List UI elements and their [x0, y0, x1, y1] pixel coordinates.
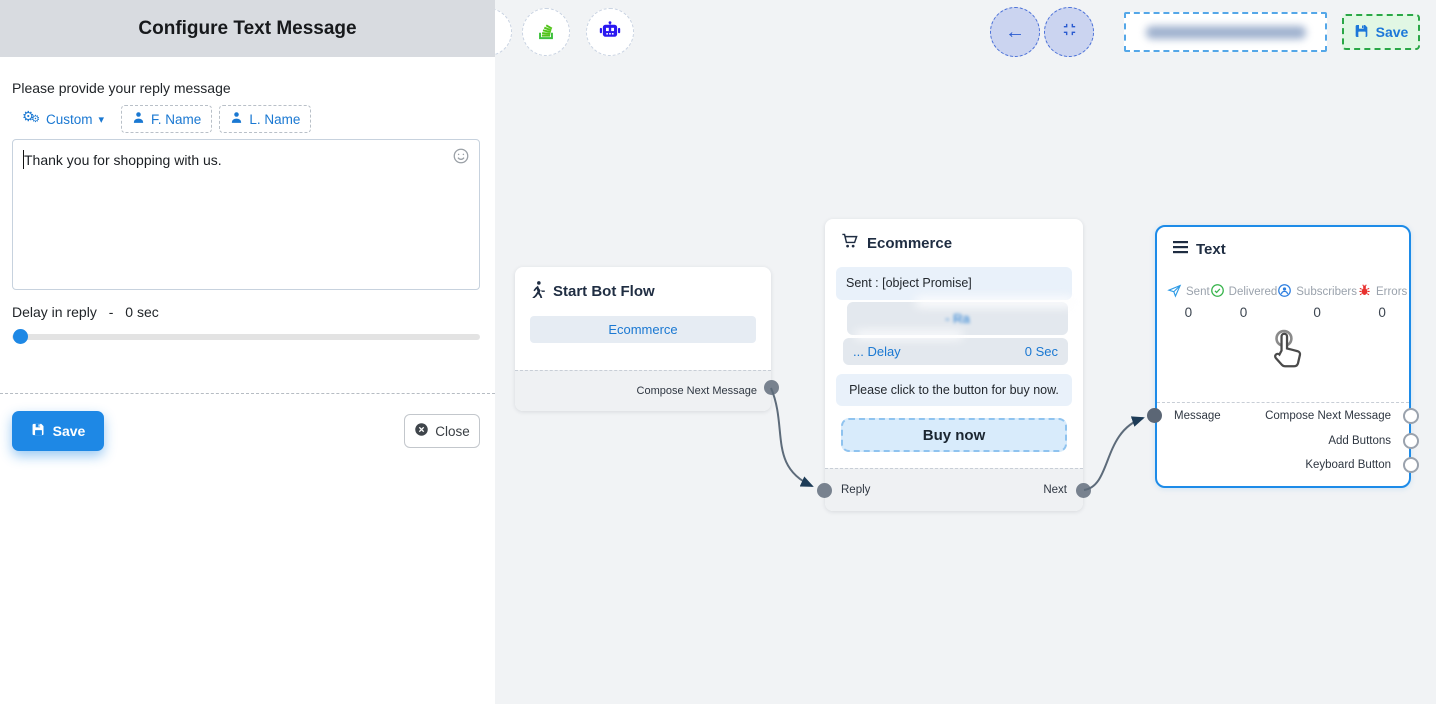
pointer-cursor-icon [1267, 327, 1309, 379]
emoji-icon[interactable] [452, 147, 470, 165]
stat-delivered: Delivered 0 [1210, 283, 1277, 320]
fit-view-button[interactable] [1044, 7, 1094, 57]
stack-tool-button[interactable] [522, 8, 570, 56]
node-title: Ecommerce [867, 234, 953, 252]
sent-status: Sent : [object Promise] [836, 267, 1072, 300]
save-button[interactable]: Save [12, 411, 104, 451]
compose-next-message-port[interactable] [1403, 408, 1419, 424]
reply-message-value: Thank you for shopping with us. [24, 152, 222, 168]
reply-port[interactable] [817, 483, 832, 498]
message-input-port[interactable] [1147, 408, 1162, 423]
stats-row: Sent 0 Delivered 0 [1167, 283, 1407, 320]
start-flow-keyword[interactable]: Ecommerce [530, 316, 756, 343]
arrow-left-icon: ← [1005, 20, 1025, 43]
back-button[interactable]: ← [990, 7, 1040, 57]
add-buttons-port[interactable] [1403, 433, 1419, 449]
person-icon [132, 111, 145, 127]
wire-ecommerce-to-text [1083, 416, 1145, 491]
flow-save-button[interactable]: Save [1342, 14, 1420, 50]
save-icon [1354, 23, 1370, 42]
reply-label: Reply [841, 484, 871, 496]
check-circle-icon [1210, 283, 1225, 301]
output-port[interactable] [764, 380, 779, 395]
person-icon [230, 111, 243, 127]
save-icon [31, 422, 46, 440]
send-icon [1167, 283, 1182, 301]
input-label: Message [1174, 410, 1221, 422]
close-icon [414, 422, 429, 440]
text-node[interactable]: Text Sent 0 [1147, 225, 1419, 488]
bot-tool-button[interactable] [586, 8, 634, 56]
stat-subscribers: Subscribers 0 [1277, 283, 1357, 320]
next-port[interactable] [1076, 483, 1091, 498]
bug-icon [1357, 283, 1372, 301]
delay-value: 0 sec [125, 304, 159, 320]
ecommerce-node[interactable]: Ecommerce Sent : [object Promise] - Ra .… [817, 219, 1091, 511]
text-caret [23, 150, 24, 169]
delay-row[interactable]: ... Delay 0 Sec [843, 338, 1068, 365]
wire-start-to-ecommerce [770, 387, 814, 487]
next-label: Next [1043, 484, 1067, 496]
configure-text-message-panel: Configure Text Message Please provide yo… [0, 0, 495, 704]
blur-smudge [855, 331, 963, 339]
first-name-button[interactable]: F. Name [121, 105, 213, 133]
delay-slider[interactable] [12, 329, 480, 344]
stat-errors: Errors 0 [1357, 283, 1407, 320]
slider-thumb[interactable] [13, 329, 28, 344]
blurred-text [1145, 25, 1306, 39]
node-title: Text [1196, 241, 1226, 258]
message-bubble: Please click to the button for buy now. [836, 374, 1072, 406]
compress-icon [1061, 21, 1078, 43]
output-label: Compose Next Message [636, 385, 757, 397]
node-footer: Compose Next Message [515, 370, 771, 411]
panel-header: Configure Text Message [0, 0, 495, 57]
buy-now-button[interactable]: Buy now [841, 418, 1067, 452]
blurred-row: - Ra [847, 302, 1068, 335]
output-label: Add Buttons [1328, 435, 1391, 447]
divider [0, 393, 495, 394]
node-footer: Reply Next [825, 468, 1083, 511]
stack-icon [533, 17, 559, 48]
blur-smudge [915, 297, 1075, 307]
start-bot-flow-node[interactable]: Start Bot Flow Ecommerce Compose Next Me… [515, 267, 779, 411]
caret-down-icon: ▾ [98, 113, 105, 126]
output-label: Keyboard Button [1305, 459, 1391, 471]
last-name-button[interactable]: L. Name [219, 105, 312, 133]
stat-sent: Sent 0 [1167, 283, 1210, 320]
node-title: Start Bot Flow [553, 283, 655, 300]
custom-dropdown[interactable]: ⚙ ⚙ Custom ▾ [22, 108, 105, 127]
walking-icon [531, 281, 545, 302]
delay-label-row: Delay in reply - 0 sec [12, 304, 159, 320]
flow-title-input[interactable] [1124, 12, 1327, 52]
keyboard-button-port[interactable] [1403, 457, 1419, 473]
panel-title: Configure Text Message [138, 17, 357, 39]
menu-icon [1173, 241, 1188, 258]
robot-icon [597, 17, 623, 48]
gears-icon: ⚙ ⚙ [22, 108, 40, 125]
divider [1157, 402, 1409, 403]
reply-message-textarea[interactable]: Thank you for shopping with us. [12, 139, 480, 290]
reply-prompt: Please provide your reply message [12, 80, 231, 96]
cart-icon [841, 233, 859, 253]
subscribers-icon [1277, 283, 1292, 301]
close-button[interactable]: Close [404, 414, 480, 448]
output-label: Compose Next Message [1265, 410, 1391, 422]
